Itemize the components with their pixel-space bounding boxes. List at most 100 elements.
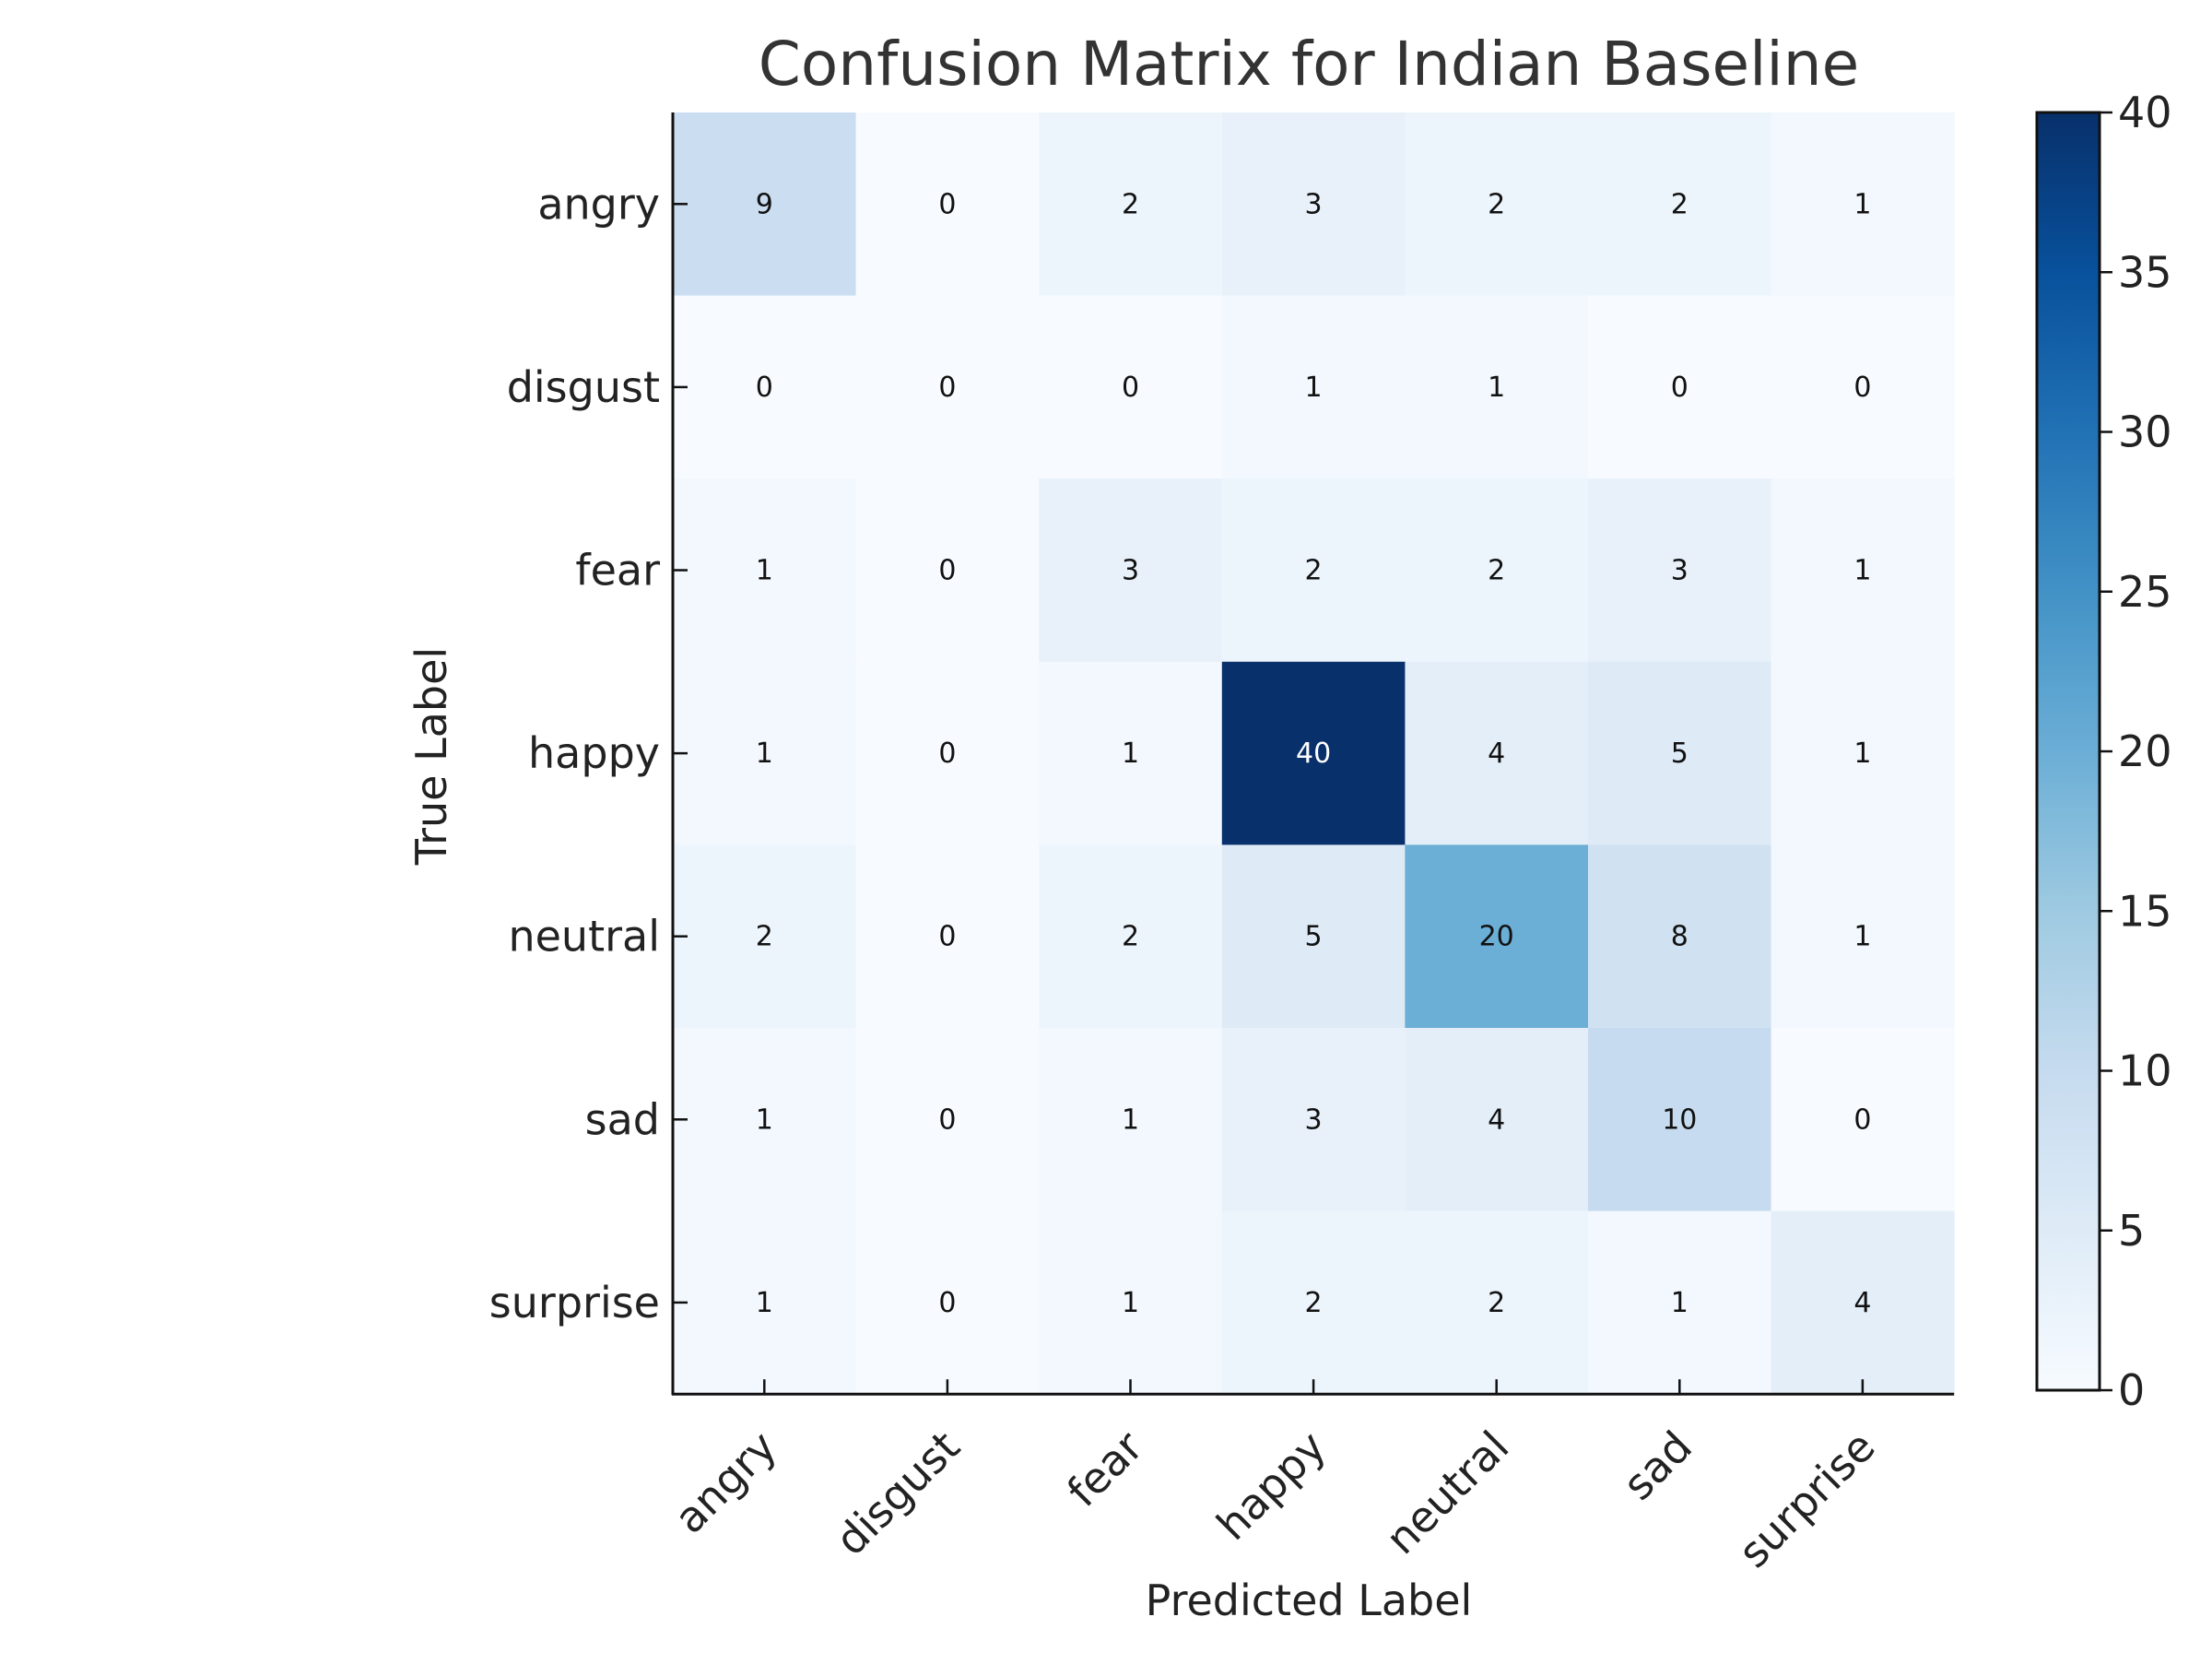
x-axis-ticks: angry disgust fear happy neutral sad surprise: [665, 1379, 1885, 1577]
cell-value-label: 1: [1853, 921, 1871, 953]
cell-value-label: 0: [938, 188, 956, 220]
colorbar-tick-label: 25: [2118, 567, 2172, 617]
heatmap-cell-happy-surprise: [1771, 661, 1955, 845]
y-tick-label-sad: sad: [585, 1094, 660, 1144]
heatmap-cell-disgust-happy: [1221, 295, 1406, 479]
colorbar-tick-label: 35: [2118, 247, 2172, 297]
cell-value-label: 1: [1305, 372, 1323, 404]
cell-value-label: 4: [1488, 738, 1505, 770]
cell-value-label: 1: [756, 1103, 773, 1136]
y-tick-label-angry: angry: [537, 179, 660, 229]
heatmap-cell-fear-neutral: [1405, 478, 1589, 663]
cell-value-label: 2: [1122, 188, 1139, 220]
heatmap-cell-surprise-disgust: [855, 1210, 1040, 1395]
heatmap-cell-neutral-sad: [1588, 844, 1772, 1029]
heatmap-cell-angry-angry: [673, 112, 857, 297]
cell-value-label: 20: [1479, 921, 1514, 953]
cell-value-label: 2: [1488, 555, 1505, 587]
heatmap-cell-neutral-disgust: [855, 844, 1040, 1029]
cell-value-label: 0: [1853, 372, 1871, 404]
cell-value-label: 0: [938, 1103, 956, 1136]
heatmap-cell-happy-disgust: [855, 661, 1040, 845]
cell-value-label: 3: [1671, 555, 1688, 587]
heatmap-cell-fear-happy: [1221, 478, 1406, 663]
heatmap-cell-surprise-angry: [673, 1210, 857, 1395]
cell-value-label: 3: [1122, 555, 1139, 587]
heatmap-cell-neutral-angry: [673, 844, 857, 1029]
heatmap-cell-happy-neutral: [1405, 661, 1589, 845]
heatmap-cell-disgust-surprise: [1771, 295, 1955, 479]
heatmap-cell-sad-neutral: [1405, 1028, 1589, 1212]
heatmap-cell-surprise-surprise: [1771, 1210, 1955, 1395]
cell-value-label: 1: [1488, 372, 1505, 404]
heatmap-cell-sad-disgust: [855, 1028, 1040, 1212]
cell-value-label: 0: [938, 1287, 956, 1319]
colorbar-tick-label: 20: [2118, 726, 2172, 776]
heatmap-cell-happy-sad: [1588, 661, 1772, 845]
cell-value-label: 40: [1296, 738, 1331, 770]
x-tick-label-angry: angry: [665, 1422, 786, 1543]
colorbar-tick-label: 5: [2118, 1206, 2145, 1256]
cell-value-label: 1: [1122, 738, 1139, 770]
cell-value-label: 1: [1122, 1103, 1139, 1136]
cell-value-label: 1: [1671, 1287, 1688, 1319]
cell-value-label: 0: [938, 555, 956, 587]
heatmap-cell-angry-sad: [1588, 112, 1772, 297]
cell-value-label: 0: [1671, 372, 1688, 404]
heatmap-cell-sad-fear: [1039, 1028, 1223, 1212]
colorbar-tick-label: 40: [2118, 88, 2172, 137]
y-tick-label-disgust: disgust: [507, 362, 660, 412]
x-axis-label: Predicted Label: [1146, 1575, 1473, 1625]
x-tick-label-fear: fear: [1057, 1422, 1152, 1516]
heatmap-cell-disgust-angry: [673, 295, 857, 479]
cell-value-label: 2: [756, 921, 773, 953]
cell-value-label: 4: [1853, 1287, 1871, 1319]
cell-value-label: 9: [756, 188, 773, 220]
cell-value-label: 5: [1671, 738, 1688, 770]
cell-value-label: 0: [938, 372, 956, 404]
x-tick-label-sad: sad: [1613, 1422, 1701, 1510]
heatmap-cell-happy-angry: [673, 661, 857, 845]
cell-value-label: 0: [938, 921, 956, 953]
y-tick-label-happy: happy: [528, 728, 660, 778]
cell-value-label: 1: [1853, 555, 1871, 587]
cell-value-label: 8: [1671, 921, 1688, 953]
x-tick-label-disgust: disgust: [826, 1422, 970, 1565]
y-tick-label-fear: fear: [575, 546, 660, 596]
y-axis-label: True Label: [406, 647, 456, 866]
cell-value-label: 2: [1671, 188, 1688, 220]
heatmap-cell-fear-disgust: [855, 478, 1040, 663]
cell-value-label: 2: [1488, 1287, 1505, 1319]
heatmap-cell-disgust-disgust: [855, 295, 1040, 479]
heatmap-cell-neutral-fear: [1039, 844, 1223, 1029]
heatmap-cell-surprise-sad: [1588, 1210, 1772, 1395]
heatmap-cell-sad-happy: [1221, 1028, 1406, 1212]
heatmap-cell-fear-sad: [1588, 478, 1772, 663]
colorbar-tick-label: 10: [2118, 1046, 2172, 1096]
cell-value-label: 2: [1122, 921, 1139, 953]
cell-value-label: 2: [1305, 1287, 1323, 1319]
heatmap-cell-angry-fear: [1039, 112, 1223, 297]
colorbar-tick-label: 0: [2118, 1365, 2145, 1415]
heatmap-cell-surprise-neutral: [1405, 1210, 1589, 1395]
heatmap-cell-angry-neutral: [1405, 112, 1589, 297]
x-tick-label-surprise: surprise: [1729, 1422, 1885, 1577]
cell-value-label: 0: [1853, 1103, 1871, 1136]
cell-value-label: 1: [756, 1287, 773, 1319]
heatmap-cell-fear-fear: [1039, 478, 1223, 663]
cell-value-label: 0: [1122, 372, 1139, 404]
colorbar-tick-label: 15: [2118, 886, 2172, 936]
heatmap-cell-neutral-surprise: [1771, 844, 1955, 1029]
chart-title: Confusion Matrix for Indian Baseline: [759, 29, 1859, 100]
heatmap-cell-surprise-fear: [1039, 1210, 1223, 1395]
cell-value-label: 1: [1853, 188, 1871, 220]
cell-value-label: 0: [938, 738, 956, 770]
cell-value-label: 1: [1853, 738, 1871, 770]
heatmap-cell-angry-disgust: [855, 112, 1040, 297]
x-tick-label-neutral: neutral: [1376, 1422, 1519, 1564]
cell-value-label: 1: [1122, 1287, 1139, 1319]
cell-value-label: 5: [1305, 921, 1323, 953]
heatmap-cell-angry-surprise: [1771, 112, 1955, 297]
